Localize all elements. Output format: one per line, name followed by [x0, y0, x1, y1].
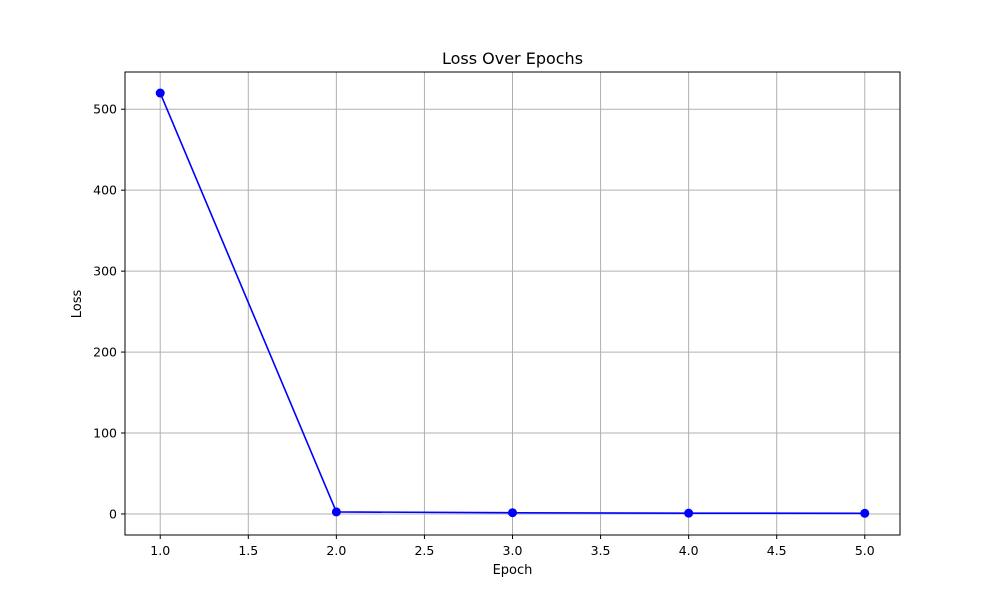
y-axis-ticks: 0 100 200 300 400 500: [93, 102, 125, 521]
x-tick-label: 1.5: [238, 543, 258, 558]
y-axis-label: Loss: [70, 290, 85, 319]
data-point: [331, 507, 341, 517]
data-point: [860, 508, 870, 518]
x-tick-label: 3.0: [503, 543, 523, 558]
data-point: [155, 88, 165, 98]
x-axis-ticks: 1.0 1.5 2.0 2.5 3.0 3.5 4.0 4.5 5.0: [150, 535, 875, 558]
data-point: [684, 508, 694, 518]
x-tick-label: 2.5: [414, 543, 434, 558]
data-point: [508, 508, 517, 518]
x-axis-label: Epoch: [493, 563, 533, 578]
y-tick-label: 0: [109, 506, 117, 521]
chart-title: Loss Over Epochs: [442, 49, 583, 68]
y-tick-label: 200: [93, 345, 117, 360]
x-tick-label: 3.5: [591, 543, 611, 558]
series-layer: [155, 88, 870, 518]
y-tick-label: 300: [93, 264, 117, 279]
x-tick-label: 1.0: [150, 543, 170, 558]
x-tick-label: 4.5: [767, 543, 787, 558]
x-tick-label: 2.0: [326, 543, 346, 558]
y-tick-label: 100: [93, 426, 117, 441]
y-tick-label: 500: [93, 102, 117, 117]
x-tick-label: 4.0: [679, 543, 699, 558]
x-tick-label: 5.0: [855, 543, 875, 558]
y-tick-label: 400: [93, 183, 117, 198]
